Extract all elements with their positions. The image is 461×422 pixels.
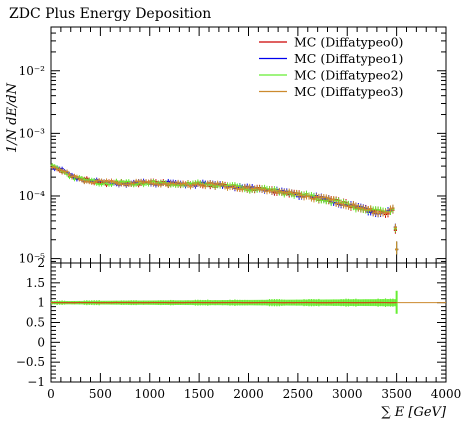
x-tick-label: 3500 [381, 387, 412, 401]
main-data-points [50, 163, 399, 255]
x-tick-label: 1500 [184, 387, 215, 401]
main-y-tick-label: 10⁻⁴ [19, 189, 46, 203]
ratio-y-tick-label: 1.5 [26, 276, 45, 290]
x-tick-label: 2500 [283, 387, 314, 401]
ratio-y-tick-label: −1 [27, 375, 45, 389]
ratio-y-tick-label: 0 [37, 335, 45, 349]
x-axis: 0 500 1000 1500 2000 2500 3000 3500 4000 [47, 263, 461, 401]
legend-label: MC (Diffatypeo3) [294, 84, 403, 99]
x-tick-label: 500 [89, 387, 112, 401]
x-tick-label: 0 [47, 387, 55, 401]
ratio-y-tick-label: −0.5 [16, 355, 45, 369]
x-tick-label: 2000 [233, 387, 264, 401]
x-tick-label: 1000 [134, 387, 165, 401]
chart-title: ZDC Plus Energy Deposition [9, 6, 211, 22]
y-axis-label: 1/N dE/dN [5, 82, 20, 153]
ratio-y-tick-label: 2 [37, 256, 45, 270]
legend-label: MC (Diffatypeo1) [294, 51, 403, 66]
legend: MC (Diffatypeo0)MC (Diffatypeo1) MC (Diff… [259, 35, 403, 99]
main-y-axis: 10⁻⁵ 10⁻⁴ 10⁻³ 10⁻² [19, 26, 446, 266]
ratio-panel: −1 −0.5 0 0.5 1 1.5 2 0 500 1000 1500 2000 2500 3000… [16, 256, 461, 420]
main-y-tick-label: 10⁻⁵ [19, 252, 46, 266]
main-panel: 10⁻⁵ 10⁻⁴ 10⁻³ 10⁻² 1/N dE/dN [5, 26, 447, 266]
ratio-panel-frame [50, 262, 447, 383]
ratio-band [50, 290, 446, 314]
x-tick-label: 4000 [431, 387, 461, 401]
x-axis-label: ∑ E [GeV] [381, 405, 447, 420]
main-x-ticks [50, 27, 447, 263]
legend-label: MC (Diffatypeo2) [294, 68, 403, 83]
ratio-y-axis: −1 −0.5 0 0.5 1 1.5 2 [16, 256, 446, 389]
main-y-tick-label: 10⁻³ [19, 126, 46, 140]
main-y-tick-label: 10⁻² [19, 64, 46, 78]
ratio-y-tick-label: 1 [37, 296, 45, 310]
ratio-y-tick-label: 0.5 [26, 316, 45, 330]
x-tick-label: 3000 [332, 387, 363, 401]
legend-label: MC (Diffatypeo0) [294, 35, 403, 50]
